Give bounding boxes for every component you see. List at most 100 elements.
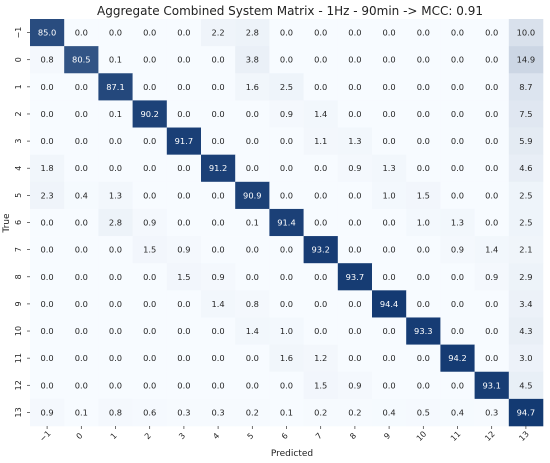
heatmap-cell	[372, 344, 407, 373]
y-tick-label: 10	[14, 326, 23, 336]
y-tick-label: 9	[14, 301, 23, 306]
heatmap-cell	[64, 317, 99, 345]
heatmap-cell	[30, 208, 65, 237]
cell-value-label: 0.2	[246, 407, 259, 417]
chart-title: Aggregate Combined System Matrix - 1Hz -…	[97, 4, 483, 18]
heatmap-cell	[98, 154, 133, 183]
heatmap-cell	[508, 100, 544, 128]
cell-value-label: 0.9	[211, 272, 224, 282]
cell-value-label: 0.0	[417, 380, 430, 390]
cell-value-label: 0.0	[109, 299, 122, 309]
cell-value-label: 1.5	[417, 190, 430, 200]
cell-value-label: 0.0	[314, 190, 327, 200]
cell-value-label: 0.0	[348, 28, 361, 38]
heatmap-cell	[337, 236, 373, 264]
heatmap-cell	[372, 208, 407, 237]
cell-value-label: 0.0	[211, 136, 224, 146]
cell-value-label: 0.0	[211, 55, 224, 65]
heatmap-cell	[201, 46, 236, 74]
cell-value-label: 0.0	[246, 245, 259, 255]
heatmap-cell	[406, 290, 441, 318]
heatmap-cell	[269, 398, 304, 427]
cell-value-label: 0.0	[143, 326, 156, 336]
heatmap-cell	[337, 73, 373, 101]
heatmap-cell	[30, 73, 65, 101]
heatmap-cell	[474, 398, 510, 427]
heatmap-cell	[474, 73, 510, 101]
heatmap-cell	[98, 371, 133, 400]
heatmap-cell	[372, 290, 407, 318]
heatmap-cell	[132, 236, 168, 264]
cell-value-label: 0.0	[143, 82, 156, 92]
cell-value-label: 0.0	[177, 353, 190, 363]
cell-value-label: 0.0	[177, 380, 190, 390]
heatmap-cell	[337, 208, 373, 237]
heatmap-cell	[303, 371, 339, 400]
heatmap-cell	[166, 208, 202, 237]
cell-value-label: 1.4	[246, 326, 259, 336]
heatmap-cell	[440, 290, 475, 318]
cell-value-label: 14.9	[517, 55, 535, 65]
cell-value-label: 0.0	[211, 380, 224, 390]
cell-value-label: 0.0	[75, 245, 88, 255]
cell-value-label: 2.2	[211, 28, 224, 38]
heatmap-cell	[406, 236, 441, 264]
cell-value-label: 0.0	[177, 326, 190, 336]
cell-value-label: 0.0	[348, 326, 361, 336]
heatmap-cell	[303, 19, 339, 47]
cell-value-label: 0.0	[211, 245, 224, 255]
cell-value-label: 0.0	[348, 353, 361, 363]
heatmap-cell	[235, 290, 270, 318]
heatmap-cell	[440, 208, 475, 237]
heatmap-cell	[474, 263, 510, 291]
heatmap-cell	[201, 19, 236, 47]
cell-value-label: 0.0	[246, 109, 259, 119]
x-tick-label: 2	[143, 431, 153, 441]
cell-value-label: 0.0	[485, 299, 498, 309]
cell-value-label: 0.0	[280, 136, 293, 146]
heatmap-cell	[508, 127, 544, 155]
heatmap-cell	[440, 19, 475, 47]
cell-value-label: 0.0	[75, 82, 88, 92]
cell-value-label: 0.0	[314, 272, 327, 282]
cell-value-label: 0.9	[348, 163, 361, 173]
cell-value-label: 2.9	[519, 272, 532, 282]
heatmap-cell	[440, 127, 475, 155]
cell-value-label: 0.0	[485, 218, 498, 228]
heatmap-cell	[64, 290, 99, 318]
cell-value-label: 0.0	[75, 136, 88, 146]
heatmap-cell	[98, 290, 133, 318]
cell-value-label: 1.0	[417, 218, 430, 228]
cell-value-label: 0.1	[280, 407, 293, 417]
heatmap-cell	[508, 263, 544, 291]
heatmap-cell	[132, 371, 168, 400]
heatmap-cell	[372, 181, 407, 210]
heatmap-cell	[30, 19, 65, 47]
cell-value-label: 1.3	[348, 136, 361, 146]
cell-value-label: 0.0	[177, 55, 190, 65]
cell-value-label: 2.1	[519, 245, 532, 255]
heatmap-cell	[440, 46, 475, 74]
heatmap-cell	[201, 154, 236, 183]
y-tick-label: 6	[14, 220, 23, 225]
cell-value-label: 0.0	[40, 272, 53, 282]
heatmap-cell	[64, 127, 99, 155]
heatmap-cell	[98, 344, 133, 373]
cell-value-label: 0.0	[417, 299, 430, 309]
cell-value-label: 0.0	[382, 28, 395, 38]
cell-value-label: 0.0	[109, 245, 122, 255]
heatmap-cell	[201, 263, 236, 291]
cell-value-label: 0.1	[109, 55, 122, 65]
heatmap-cell	[474, 290, 510, 318]
heatmap-cell	[406, 46, 441, 74]
cell-value-label: 2.3	[40, 190, 53, 200]
cell-value-label: 0.0	[485, 28, 498, 38]
heatmap-cell	[269, 371, 304, 400]
heatmap-cell	[235, 344, 270, 373]
heatmap-cell	[440, 398, 475, 427]
heatmap-cell	[201, 398, 236, 427]
cell-value-label: 0.9	[485, 272, 498, 282]
heatmap-cell	[235, 127, 270, 155]
heatmap-cell	[303, 344, 339, 373]
